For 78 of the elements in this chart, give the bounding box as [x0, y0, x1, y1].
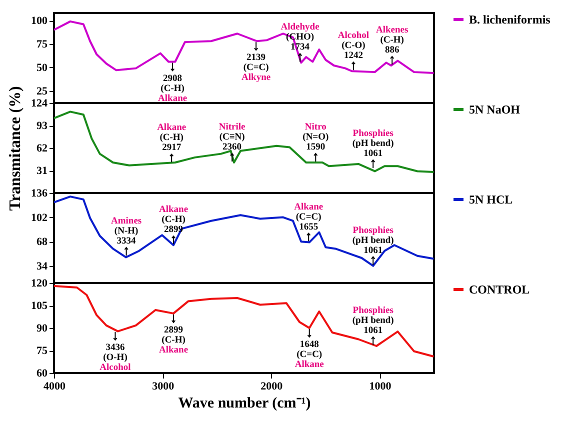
annotation: 1061	[364, 149, 383, 160]
annotation: Alkane	[294, 360, 324, 370]
annotation: (C-O)	[342, 41, 366, 52]
annotation: Phosphies	[352, 226, 394, 236]
x-tick-label: 2000	[260, 380, 284, 392]
legend-label: 5N HCL	[469, 192, 513, 206]
legend-label: 5N NaOH	[469, 102, 521, 116]
y-tick-label: 102	[31, 212, 48, 224]
annotation: Alkyne	[242, 73, 271, 84]
y-tick-label: 34	[36, 260, 48, 272]
y-tick-label: 60	[36, 368, 48, 380]
y-tick-label: 90	[36, 322, 48, 334]
annotation: (C-H)	[162, 335, 186, 346]
annotation: 2360	[222, 142, 242, 153]
annotation: Alkane	[159, 345, 188, 356]
annotation: Alcohol	[338, 31, 370, 42]
annotation: Alcohol	[100, 363, 132, 373]
annotation: Alkane	[158, 94, 188, 104]
annotation: Alkane	[157, 123, 186, 134]
legend-label: B. licheniformis	[469, 12, 551, 26]
annotation: Amines	[110, 216, 142, 227]
annotation: 1061	[364, 326, 383, 336]
annotation: Nitro	[304, 122, 327, 133]
annotation: (C=C)	[296, 350, 322, 360]
x-axis-title: Wave number (cm⁻¹)	[178, 396, 311, 412]
annotation: (C-H)	[380, 36, 404, 46]
line-series	[54, 196, 434, 267]
y-tick-label: 68	[36, 236, 48, 248]
x-tick-label: 3000	[152, 380, 175, 392]
annotation: 1648	[300, 340, 320, 350]
annotation: (N=O)	[302, 132, 329, 143]
line-series	[54, 110, 434, 173]
annotation: 1590	[306, 142, 326, 153]
y-tick-label: 50	[36, 62, 48, 74]
annotation: (pH bend)	[352, 316, 394, 326]
x-tick-label: 4000	[44, 380, 66, 392]
y-tick-label: 124	[31, 98, 48, 110]
line-series	[54, 20, 434, 74]
annotation: Phosphies	[352, 129, 394, 140]
annotation: (O-H)	[103, 353, 128, 363]
annotation: 1061	[364, 246, 383, 256]
y-tick-label: 75	[36, 345, 48, 357]
annotation: (pH bend)	[352, 139, 394, 150]
annotation: (C=C)	[296, 212, 322, 222]
annotation: 3334	[116, 236, 136, 247]
x-tick-label: 1000	[369, 380, 392, 392]
y-axis-title: Transmitance (%)	[7, 86, 24, 211]
y-tick-label: 75	[36, 38, 48, 50]
annotation: Alkane	[159, 205, 188, 216]
annotation: (C≡N)	[219, 132, 245, 143]
annotation: Aldehyde	[280, 22, 320, 33]
y-tick-label: 100	[31, 15, 48, 27]
y-tick-label: 136	[31, 188, 48, 200]
annotation: (C=C)	[243, 63, 269, 74]
y-tick-label: 31	[36, 165, 48, 177]
annotation: (C-H)	[162, 215, 186, 226]
annotation: Nitrile	[218, 122, 246, 133]
annotation: (C-H)	[160, 133, 184, 144]
legend-label: CONTROL	[469, 282, 530, 296]
annotation: (C-H)	[160, 84, 184, 94]
annotation: 1242	[344, 51, 364, 62]
annotation: Alkane	[294, 202, 324, 212]
annotation: 2908	[163, 74, 182, 84]
annotation: Phosphies	[352, 306, 394, 316]
y-tick-label: 105	[31, 300, 48, 312]
annotation: 2899	[164, 325, 184, 336]
y-tick-label: 25	[36, 85, 48, 98]
annotation: (pH bend)	[352, 236, 394, 246]
y-tick-label: 93	[36, 120, 48, 132]
annotation: 886	[384, 46, 400, 56]
annotation: 2139	[246, 53, 266, 64]
annotation: 3436	[106, 343, 125, 353]
annotation: 2917	[162, 143, 182, 154]
annotation: 1655	[299, 222, 318, 232]
y-tick-label: 120	[31, 278, 48, 290]
annotation: (N-H)	[114, 226, 138, 237]
annotation: Alkenes	[376, 26, 408, 36]
y-tick-label: 62	[36, 142, 48, 154]
